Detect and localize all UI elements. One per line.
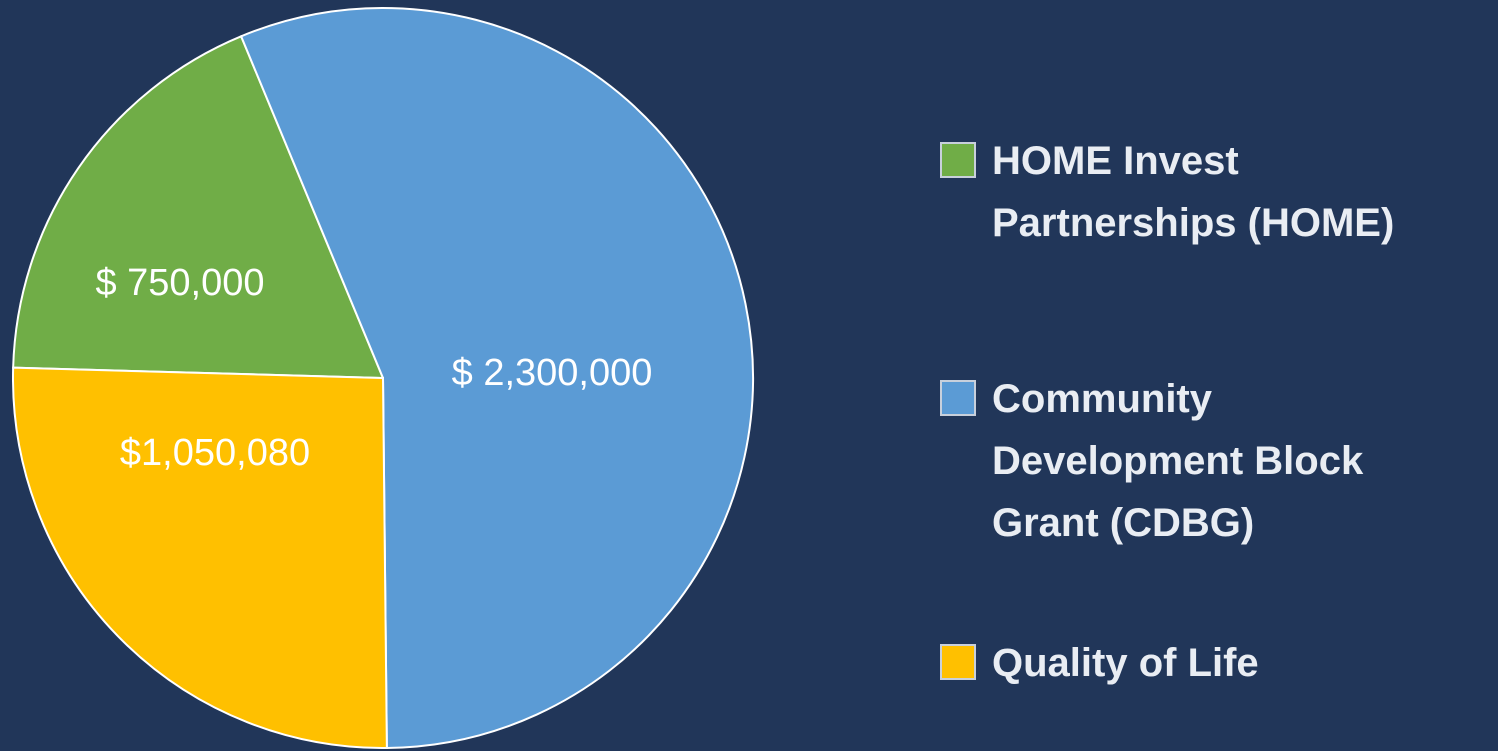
legend-item: Quality of Life xyxy=(940,632,1412,694)
legend-item: Community Development Block Grant (CDBG) xyxy=(940,368,1412,554)
pie-slice xyxy=(12,366,388,749)
pie-slice xyxy=(12,34,385,380)
legend: HOME Invest Partnerships (HOME) Community… xyxy=(940,0,1480,751)
legend-swatch xyxy=(940,142,976,178)
data-label: $ 2,300,000 xyxy=(452,352,653,394)
legend-swatch xyxy=(940,644,976,680)
data-label: $ 750,000 xyxy=(95,262,264,304)
legend-label: Community Development Block Grant (CDBG) xyxy=(992,377,1364,545)
legend-item: HOME Invest Partnerships (HOME) xyxy=(940,130,1412,254)
legend-label: Quality of Life xyxy=(992,641,1259,685)
legend-swatch xyxy=(940,380,976,416)
data-label: $1,050,080 xyxy=(120,432,310,474)
pie-chart: $ 750,000 $ 2,300,000 $1,050,080 xyxy=(12,7,754,749)
pie-slice xyxy=(239,7,754,749)
legend-label: HOME Invest Partnerships (HOME) xyxy=(992,139,1395,245)
